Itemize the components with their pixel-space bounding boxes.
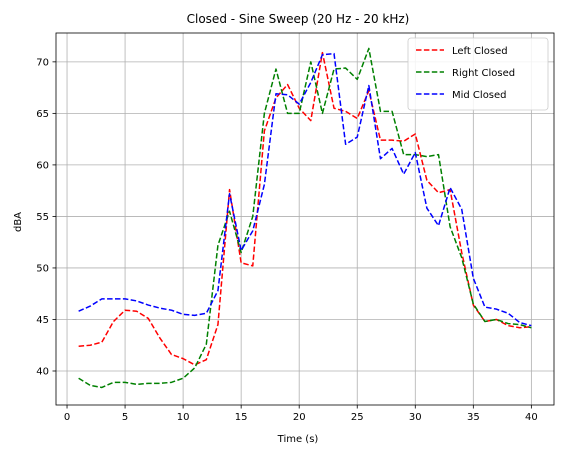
x-tick-label: 10 [177,412,190,423]
y-tick-label: 70 [36,57,49,68]
y-tick-label: 40 [36,366,49,377]
y-axis-label: dBA [13,212,24,232]
chart-title: Closed - Sine Sweep (20 Hz - 20 kHz) [187,12,410,26]
legend-label: Right Closed [452,68,515,79]
y-tick-label: 45 [36,315,49,326]
ticks: 0 5 10 15 20 25 30 35 40 40 45 50 55 60 65 70 [36,57,537,423]
legend: Left Closed Right Closed Mid Closed [407,37,549,111]
x-tick-label: 30 [409,412,422,423]
x-axis-label: Time (s) [277,434,319,445]
x-tick-label: 25 [351,412,364,423]
legend-label: Left Closed [452,46,508,57]
plot-frame [55,32,555,406]
series-layer [78,47,532,389]
y-tick-label: 55 [36,212,49,223]
x-tick-label: 15 [235,412,248,423]
series-line-left-closed [78,51,532,366]
y-tick-label: 65 [36,109,49,120]
x-tick-label: 40 [525,412,538,423]
y-tick-label: 60 [36,160,49,171]
legend-box [407,37,549,111]
x-tick-label: 20 [293,412,306,423]
x-tick-label: 0 [64,412,70,423]
series-line-mid-closed [78,52,532,327]
x-tick-label: 35 [467,412,480,423]
x-tick-label: 5 [122,412,128,423]
legend-label: Mid Closed [452,90,507,101]
series-line-right-closed [78,47,532,389]
y-tick-label: 50 [36,263,49,274]
